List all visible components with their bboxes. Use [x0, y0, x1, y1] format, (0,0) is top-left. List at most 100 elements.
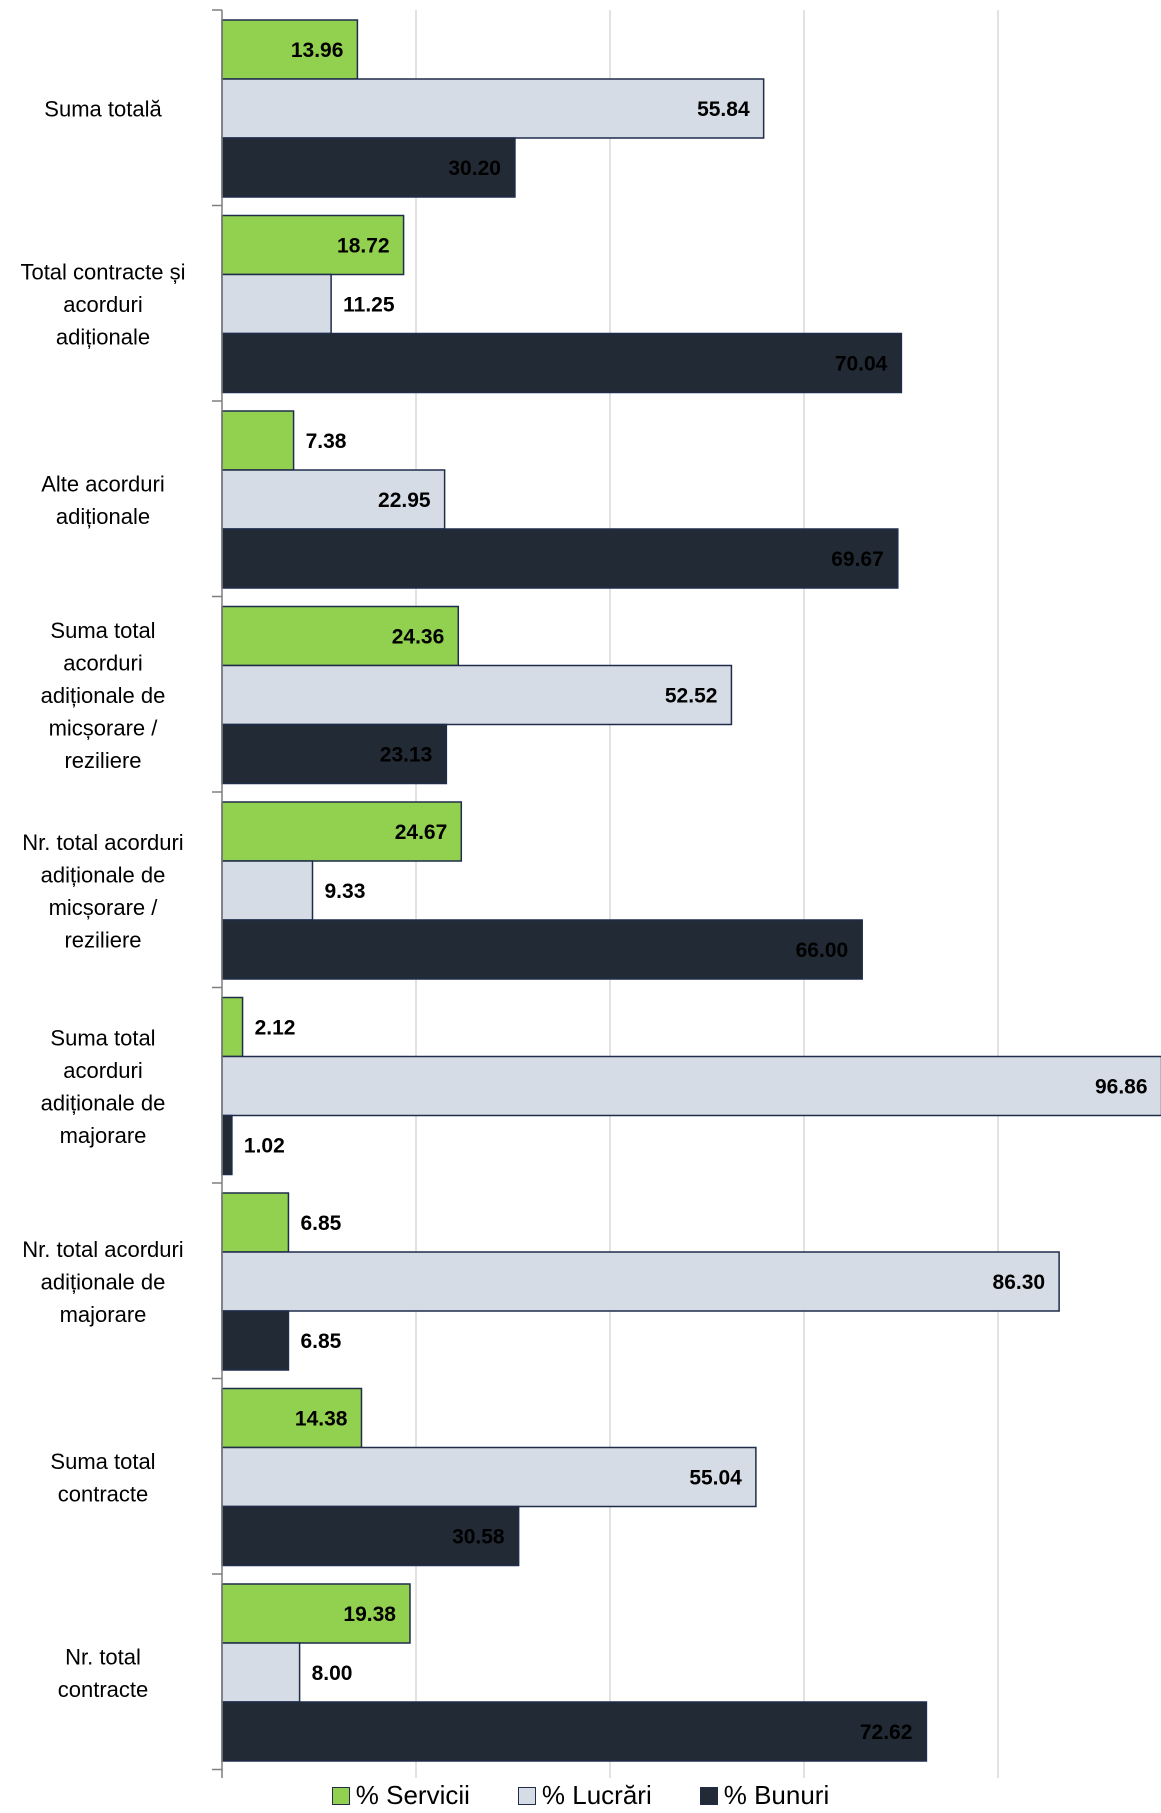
category-label-line: micșorare / [49, 716, 159, 741]
category-label-6: Nr. total acorduri adiționale de majorare [22, 1237, 183, 1327]
category-label-line: Suma total [50, 1449, 155, 1474]
data-label-1-4: 9.33 [325, 880, 366, 903]
data-label-2-2: 69.67 [831, 548, 884, 571]
bar-servicii-3 [221, 605, 460, 667]
bar-bunuri-1 [221, 332, 903, 394]
bar-lucrari-1 [221, 273, 332, 335]
legend: % Servicii % Lucrări % Bunuri [0, 1778, 1161, 1813]
category-label-line: Suma total [50, 618, 155, 643]
bar-servicii-4 [221, 801, 463, 862]
data-label-1-1: 11.25 [343, 294, 395, 317]
bar-servicii-5 [221, 996, 244, 1058]
category-label-line: majorare [60, 1302, 147, 1327]
bar-lucrari-3 [221, 664, 733, 726]
category-label-line: Suma totală [44, 97, 162, 122]
category-label-3: Suma total acorduri adiționale de micșorare… [41, 618, 166, 773]
data-label-1-2: 22.95 [378, 489, 431, 512]
bar-servicii-6 [221, 1192, 290, 1253]
bar-servicii-8 [221, 1583, 411, 1644]
legend-item-lucrari: % Lucrări [517, 1780, 652, 1811]
legend-label-lucrari: % Lucrări [541, 1780, 652, 1810]
category-label-line: acorduri [63, 1058, 142, 1083]
data-label-2-0: 30.20 [448, 157, 501, 180]
category-label-line: Total contracte și [20, 260, 185, 285]
category-label-1: Total contracte și acorduri adiționale [20, 260, 185, 350]
bar-lucrari-7 [221, 1446, 757, 1508]
bar-bunuri-5 [221, 1114, 233, 1176]
data-label-1-7: 55.04 [689, 1467, 742, 1490]
legend-label-bunuri: % Bunuri [723, 1780, 830, 1810]
category-label-line: contracte [58, 1677, 149, 1702]
category-label-line: acorduri [63, 651, 142, 676]
bars [221, 19, 1161, 1762]
data-label-0-3: 24.36 [392, 626, 445, 649]
category-label-0: Suma totală [44, 97, 162, 122]
bar-servicii-2 [221, 410, 295, 471]
legend-item-servicii: % Servicii [331, 1780, 470, 1811]
bar-bunuri-4 [221, 919, 863, 980]
bar-lucrari-5 [221, 1055, 1161, 1117]
category-label-line: Nr. total acorduri [22, 1237, 183, 1262]
category-label-line: adiționale de [41, 1270, 166, 1295]
bar-lucrari-2 [221, 469, 446, 530]
bar-bunuri-2 [221, 528, 899, 589]
data-label-1-5: 96.86 [1095, 1076, 1148, 1099]
category-label-line: micșorare / [49, 895, 159, 920]
category-label-line: adiționale de [41, 683, 166, 708]
category-label-line: reziliere [64, 927, 141, 952]
legend-swatch-lucrari [517, 1786, 536, 1805]
category-label-line: Suma total [50, 1025, 155, 1050]
bar-bunuri-0 [221, 137, 516, 198]
legend-item-bunuri: % Bunuri [699, 1780, 830, 1811]
category-label-4: Nr. total acorduri adiționale de micșorare… [22, 830, 183, 953]
category-label-line: adiționale [56, 325, 150, 350]
bar-lucrari-8 [221, 1642, 301, 1703]
category-label-line: acorduri [63, 292, 142, 317]
data-label-2-8: 72.62 [860, 1721, 913, 1744]
data-label-2-5: 1.02 [244, 1135, 285, 1158]
data-label-0-0: 13.96 [291, 39, 344, 62]
data-label-2-3: 23.13 [380, 744, 433, 767]
category-label-line: Nr. total acorduri [22, 830, 183, 855]
bar-bunuri-7 [221, 1505, 520, 1567]
data-label-2-6: 6.85 [300, 1330, 341, 1353]
category-label-line: contracte [58, 1481, 149, 1506]
category-label-line: Nr. total [65, 1644, 141, 1669]
category-label-line: Alte acorduri [41, 471, 165, 496]
data-label-0-8: 19.38 [343, 1603, 396, 1626]
data-labels: 13.96 55.84 30.20 18.72 11.25 70.04 7.38 22.95 6… [244, 39, 1148, 1744]
bar-bunuri-3 [221, 723, 448, 785]
category-label-line: adiționale de [41, 1090, 166, 1115]
data-label-0-6: 6.85 [300, 1212, 341, 1235]
category-label-line: majorare [60, 1123, 147, 1148]
data-label-1-8: 8.00 [312, 1662, 353, 1685]
data-label-2-4: 66.00 [796, 939, 849, 962]
data-label-0-5: 2.12 [255, 1017, 296, 1040]
legend-swatch-bunuri [699, 1786, 718, 1805]
category-label-line: reziliere [64, 748, 141, 773]
category-label-8: Nr. total contracte [58, 1644, 149, 1702]
data-label-0-1: 18.72 [337, 235, 390, 258]
bar-lucrari-4 [221, 860, 314, 921]
gridlines [415, 10, 999, 1778]
data-label-1-3: 52.52 [665, 685, 718, 708]
data-label-1-0: 55.84 [697, 98, 750, 121]
category-labels: Suma totală Total contracte și acorduri adi… [20, 97, 185, 1702]
data-label-2-1: 70.04 [835, 353, 888, 376]
category-label-2: Alte acorduri adiționale [41, 471, 165, 529]
bar-bunuri-8 [221, 1701, 928, 1762]
data-label-1-6: 86.30 [993, 1271, 1046, 1294]
legend-swatch-servicii [331, 1786, 350, 1805]
category-label-line: adiționale de [41, 862, 166, 887]
category-label-5: Suma total acorduri adiționale de majorare [41, 1025, 166, 1148]
data-label-0-7: 14.38 [295, 1408, 348, 1431]
data-label-0-4: 24.67 [395, 821, 448, 844]
legend-label-servicii: % Servicii [355, 1780, 470, 1810]
data-label-0-2: 7.38 [306, 430, 347, 453]
category-label-line: adiționale [56, 504, 150, 529]
category-axis [212, 9, 223, 1778]
category-label-7: Suma total contracte [50, 1449, 155, 1507]
bar-bunuri-6 [221, 1310, 290, 1371]
bar-lucrari-0 [221, 78, 765, 139]
